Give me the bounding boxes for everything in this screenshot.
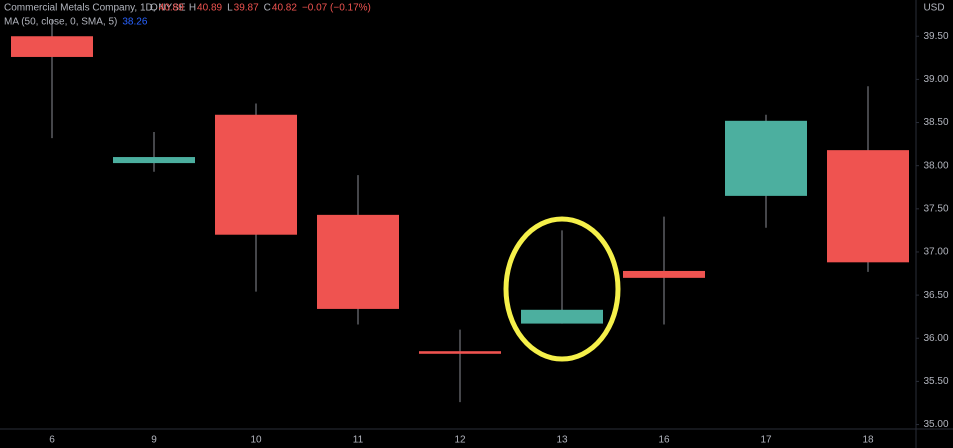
highlight-circle	[503, 216, 621, 362]
y-tick-label: 38.50	[923, 117, 948, 128]
currency-label: USD	[923, 3, 944, 14]
candle-body	[725, 120, 807, 196]
candle-body	[317, 214, 399, 309]
y-tick-label: 37.00	[923, 247, 948, 258]
x-tick-label: 16	[658, 435, 670, 446]
y-tick-label: 39.50	[923, 31, 948, 42]
candle-body	[521, 309, 603, 324]
header-title: Commercial Metals Company, 1D, NYSE	[4, 3, 186, 14]
y-tick-label: 37.50	[923, 203, 948, 214]
candle-body	[419, 351, 501, 354]
y-tick-label: 38.00	[923, 160, 948, 171]
candle-body	[623, 270, 705, 278]
y-tick-label: 36.50	[923, 290, 948, 301]
indicator-value: 38.26	[122, 17, 147, 28]
ohlc-label: H	[189, 3, 196, 14]
candle-body	[215, 114, 297, 235]
x-tick-label: 17	[760, 435, 772, 446]
change-value: −0.07 (−0.17%)	[302, 3, 371, 14]
y-tick-label: 35.00	[923, 419, 948, 430]
ohlc-value: 40.82	[272, 3, 297, 14]
candle-body	[827, 150, 909, 263]
ohlc-label: O	[150, 3, 158, 14]
indicator-label: MA (50, close, 0, SMA, 5)	[4, 17, 117, 28]
y-tick-label: 35.50	[923, 376, 948, 387]
ohlc-label: L	[227, 3, 233, 14]
candle-body	[11, 36, 93, 57]
ohlc-label: C	[264, 3, 271, 14]
x-tick-label: 13	[556, 435, 568, 446]
ohlc-value: 40.89	[159, 3, 184, 14]
x-tick-label: 10	[250, 435, 262, 446]
ohlc-value: 39.87	[234, 3, 259, 14]
y-tick-label: 39.00	[923, 74, 948, 85]
x-tick-label: 9	[151, 435, 157, 446]
x-tick-label: 12	[454, 435, 466, 446]
y-tick-label: 36.00	[923, 333, 948, 344]
x-tick-label: 11	[353, 435, 364, 446]
ohlc-value: 40.89	[197, 3, 222, 14]
x-tick-label: 6	[49, 435, 55, 446]
candle-body	[113, 157, 195, 164]
x-tick-label: 18	[862, 435, 874, 446]
